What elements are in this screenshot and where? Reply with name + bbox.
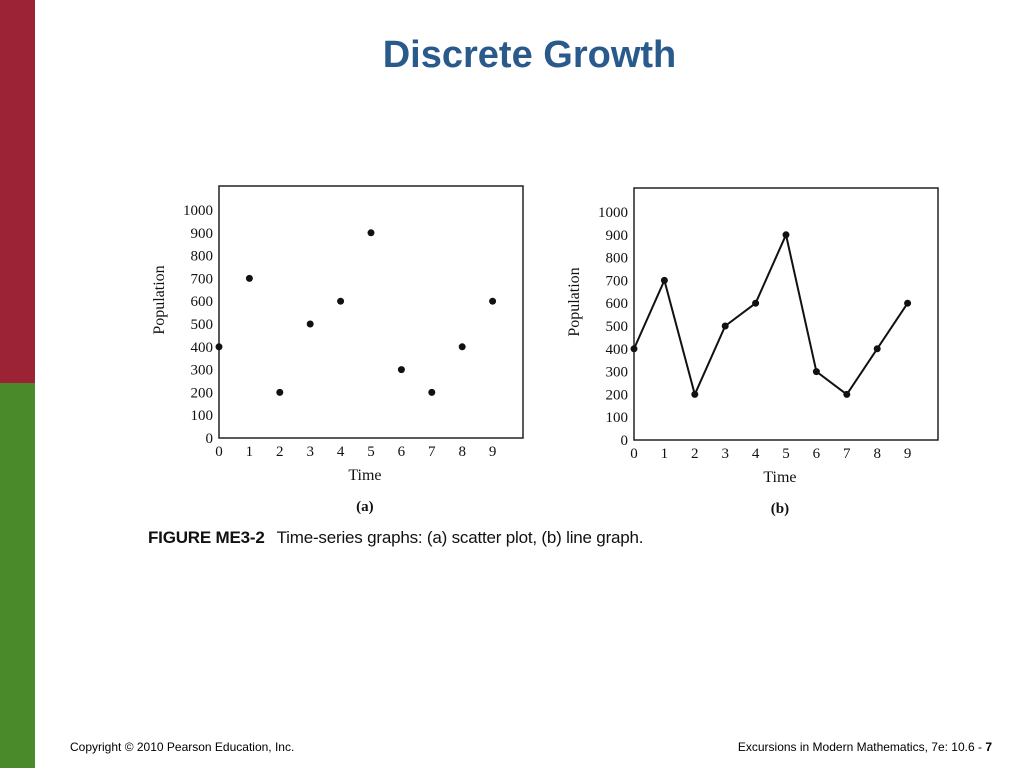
x-tick-label: 0 [630, 446, 638, 462]
x-tick-label: 5 [782, 446, 790, 462]
accent-bar-red [0, 0, 35, 383]
data-point [428, 388, 436, 396]
figure-caption: FIGURE ME3-2 Time-series graphs: (a) scat… [148, 528, 644, 548]
series-line [633, 231, 909, 398]
footer-page-number: 7 [985, 740, 992, 754]
y-tick-label: 600 [606, 296, 629, 312]
x-tick-label: 1 [246, 444, 254, 460]
data-point [752, 299, 760, 307]
panel-label: (b) [771, 501, 789, 517]
x-tick-label: 9 [489, 444, 497, 460]
x-tick-label: 3 [306, 444, 314, 460]
y-axis-label: Population [151, 265, 168, 334]
scatter-plot-a: 0 100 200 300 400 500 600 700 800 900 1000 0 1 2 3 4 5 6 7… [151, 185, 524, 515]
data-point [458, 343, 466, 351]
accent-bar-green [0, 383, 35, 768]
data-point [397, 366, 405, 374]
y-tick-label: 500 [606, 319, 629, 335]
data-point [337, 297, 345, 305]
data-point [873, 345, 881, 353]
y-tick-label: 300 [191, 363, 214, 379]
x-tick-label: 7 [843, 446, 851, 462]
y-axis-label: Population [566, 267, 583, 336]
y-tick-label: 500 [191, 317, 214, 333]
y-tick-label: 800 [191, 249, 214, 265]
data-point [812, 368, 820, 376]
x-tick-label: 4 [337, 444, 345, 460]
x-tick-label: 1 [661, 446, 669, 462]
x-tick-label: 3 [721, 446, 729, 462]
x-tick-label: 0 [215, 444, 223, 460]
footer-copyright: Copyright © 2010 Pearson Education, Inc. [70, 740, 295, 754]
data-point [306, 320, 314, 328]
data-point [215, 343, 223, 351]
x-tick-label: 2 [276, 444, 284, 460]
x-tick-label: 2 [691, 446, 699, 462]
slide-title: Discrete Growth [382, 34, 677, 76]
y-tick-label: 300 [606, 365, 629, 381]
x-tick-label: 8 [458, 444, 466, 460]
plot-frame [218, 185, 524, 439]
data-point [660, 276, 668, 284]
data-point [691, 390, 699, 398]
data-point [782, 231, 790, 239]
y-tick-label: 400 [191, 340, 214, 356]
panel-label: (a) [356, 499, 374, 515]
x-tick-label: 5 [367, 444, 375, 460]
footer-book: Excursions in Modern Mathematics, 7e: 10… [737, 740, 986, 754]
y-tick-label: 100 [191, 408, 214, 424]
x-tick-label: 9 [904, 446, 912, 462]
data-point [721, 322, 729, 330]
y-tick-label: 100 [606, 410, 629, 426]
data-point [276, 388, 284, 396]
footer-reference: Excursions in Modern Mathematics, 7e: 10… [738, 740, 992, 754]
y-tick-label: 1000 [598, 205, 628, 221]
data-point [904, 299, 912, 307]
data-point [367, 229, 375, 237]
y-tick-label: 200 [606, 387, 629, 403]
y-tick-label: 1000 [183, 203, 213, 219]
data-point [245, 274, 253, 282]
y-tick-label: 400 [606, 342, 629, 358]
y-tick-label: 900 [606, 228, 629, 244]
y-tick-label: 800 [606, 251, 629, 267]
y-tick-label: 700 [606, 273, 629, 289]
x-tick-label: 6 [398, 444, 406, 460]
figure-label: FIGURE ME3-2 [148, 528, 265, 547]
y-tick-label: 900 [191, 226, 214, 242]
y-tick-label: 600 [191, 294, 214, 310]
data-point [630, 345, 638, 353]
y-tick-label: 700 [191, 271, 214, 287]
figure-caption-text: Time-series graphs: (a) scatter plot, (b… [276, 528, 644, 547]
x-axis-label: Time [348, 467, 381, 484]
y-tick-label: 0 [621, 433, 629, 449]
y-tick-label: 200 [191, 385, 214, 401]
y-tick-label: 0 [206, 431, 214, 447]
x-tick-label: 7 [428, 444, 436, 460]
data-point [843, 390, 851, 398]
plot-frame [633, 187, 939, 441]
x-axis-label: Time [763, 469, 796, 486]
x-tick-label: 6 [813, 446, 821, 462]
data-point [489, 297, 497, 305]
line-graph-b: 0 100 200 300 400 500 600 700 800 900 1000 0 1 2 3 4 5 6 7… [566, 187, 939, 517]
x-tick-label: 8 [873, 446, 881, 462]
x-tick-label: 4 [752, 446, 760, 462]
